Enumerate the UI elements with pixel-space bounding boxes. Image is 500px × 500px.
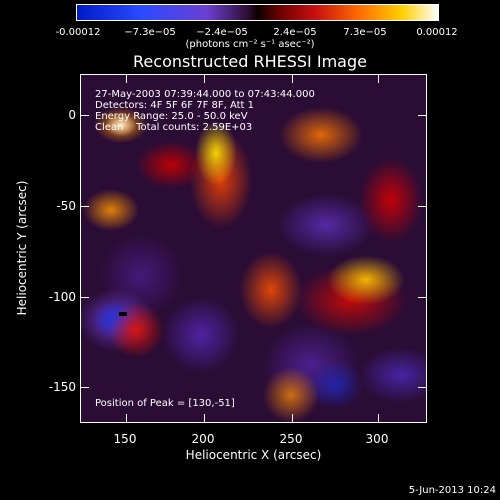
y-tick-label: 0 [68,108,76,122]
peak-marker [119,312,127,316]
plot-title: Reconstructed RHESSI Image [133,52,367,71]
image-plot: 27-May-2003 07:39:44.000 to 07:43:44.000… [80,74,427,423]
colorbar-tick: -0.00012 [55,27,101,38]
y-axis-label: Heliocentric Y (arcsec) [15,180,29,316]
overlay-method: Clean Total counts: 2.59E+03 [95,122,253,133]
overlay-detectors: Detectors: 4F 5F 6F 7F 8F, Att 1 [95,100,255,111]
overlay-energy: Energy Range: 25.0 - 50.0 keV [95,111,248,122]
timestamp: 5-Jun-2013 10:24 [408,485,496,496]
colorbar [76,4,439,21]
colorbar-tick: 2.4e−05 [273,27,317,38]
colorbar-units: (photons cm⁻² s⁻¹ asec⁻²) [185,39,315,50]
x-tick-label: 250 [279,432,303,446]
colorbar-tick: 0.00012 [416,27,458,38]
x-tick-label: 200 [191,432,215,446]
rhessi-image [81,75,426,422]
y-tick-label: -100 [48,290,76,304]
y-tick-label: -150 [48,380,76,394]
overlay-peak: Position of Peak = [130,-51] [95,398,235,409]
colorbar-tick: −7.3e−05 [124,27,176,38]
x-tick-label: 300 [365,432,389,446]
overlay-time: 27-May-2003 07:39:44.000 to 07:43:44.000 [95,89,315,100]
x-tick-label: 150 [113,432,137,446]
x-axis-label: Heliocentric X (arcsec) [185,448,322,462]
colorbar-tick: 7.3e−05 [343,27,387,38]
y-tick-label: -50 [56,199,76,213]
colorbar-tick: −2.4e−05 [196,27,248,38]
